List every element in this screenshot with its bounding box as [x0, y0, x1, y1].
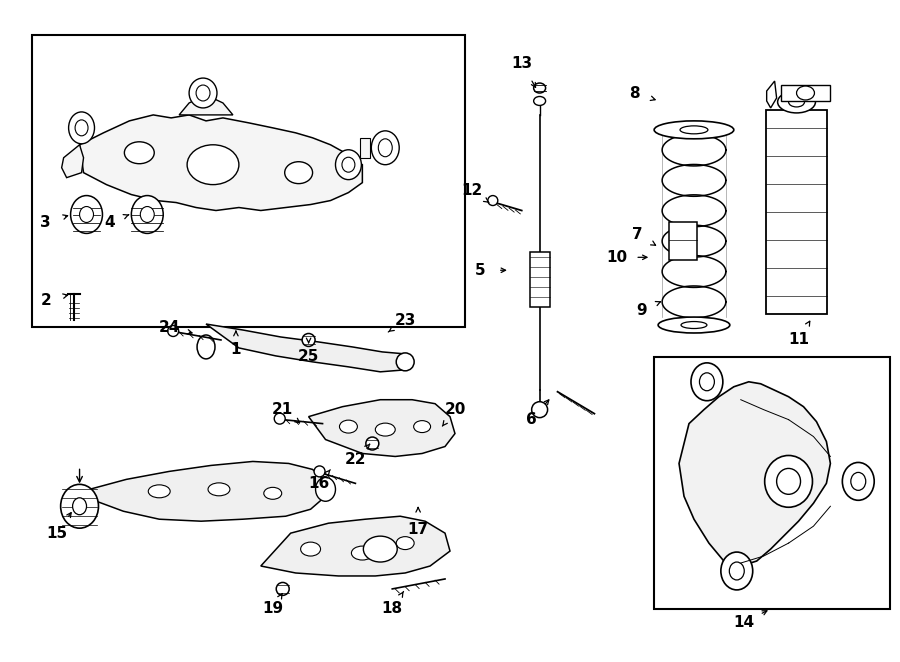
Ellipse shape [301, 542, 320, 556]
Text: 8: 8 [629, 85, 640, 101]
Ellipse shape [197, 335, 215, 359]
Ellipse shape [364, 536, 397, 562]
Polygon shape [261, 516, 450, 576]
Text: 21: 21 [272, 402, 293, 417]
Text: 11: 11 [788, 332, 809, 348]
Ellipse shape [396, 537, 414, 549]
Bar [766, 110, 827, 314]
Bar [32, 35, 465, 327]
Ellipse shape [850, 473, 866, 491]
Ellipse shape [796, 86, 814, 100]
Ellipse shape [375, 423, 395, 436]
Text: 1: 1 [230, 342, 241, 357]
Ellipse shape [274, 413, 285, 424]
Ellipse shape [777, 469, 800, 495]
Ellipse shape [314, 466, 325, 477]
Polygon shape [780, 85, 831, 101]
Text: 14: 14 [734, 615, 754, 630]
Text: 13: 13 [511, 56, 532, 71]
Ellipse shape [336, 150, 362, 179]
Ellipse shape [276, 583, 289, 595]
Polygon shape [179, 95, 233, 115]
Text: 18: 18 [382, 601, 403, 616]
Text: 22: 22 [345, 452, 366, 467]
Polygon shape [79, 115, 363, 211]
Ellipse shape [488, 195, 498, 205]
Polygon shape [360, 138, 370, 158]
Ellipse shape [73, 498, 86, 515]
Ellipse shape [264, 487, 282, 499]
Text: 7: 7 [632, 227, 643, 242]
Ellipse shape [378, 139, 392, 157]
Ellipse shape [366, 437, 379, 450]
Ellipse shape [79, 207, 94, 222]
Text: 20: 20 [445, 402, 465, 417]
Ellipse shape [148, 485, 170, 498]
Polygon shape [206, 324, 405, 372]
Text: 25: 25 [298, 350, 320, 364]
Ellipse shape [842, 463, 874, 500]
Ellipse shape [131, 195, 163, 234]
Ellipse shape [342, 158, 355, 172]
Polygon shape [679, 382, 831, 566]
Ellipse shape [284, 162, 312, 183]
Ellipse shape [778, 91, 815, 113]
Bar [654, 357, 890, 609]
Ellipse shape [534, 97, 545, 105]
Ellipse shape [396, 353, 414, 371]
Ellipse shape [60, 485, 98, 528]
Text: 19: 19 [262, 601, 284, 616]
Ellipse shape [208, 483, 230, 496]
Text: 15: 15 [46, 526, 68, 541]
Polygon shape [309, 400, 455, 457]
Bar [669, 222, 697, 260]
Text: 17: 17 [408, 522, 428, 537]
Text: 4: 4 [104, 215, 114, 230]
Text: 24: 24 [158, 320, 180, 334]
Text: 23: 23 [394, 312, 416, 328]
Ellipse shape [316, 477, 336, 501]
Text: 5: 5 [474, 263, 485, 278]
Ellipse shape [372, 131, 400, 165]
Polygon shape [61, 145, 84, 177]
Ellipse shape [189, 78, 217, 108]
Text: 6: 6 [526, 412, 537, 427]
Ellipse shape [196, 85, 210, 101]
Ellipse shape [654, 121, 733, 139]
Ellipse shape [721, 552, 752, 590]
Ellipse shape [351, 546, 374, 560]
Text: 16: 16 [308, 476, 329, 491]
Text: 10: 10 [607, 250, 628, 265]
Text: 9: 9 [636, 303, 646, 318]
Bar [530, 252, 550, 307]
Polygon shape [89, 461, 326, 521]
Ellipse shape [765, 455, 813, 507]
Ellipse shape [140, 207, 154, 222]
Text: 2: 2 [40, 293, 51, 308]
Text: 3: 3 [40, 215, 51, 230]
Ellipse shape [658, 317, 730, 333]
Ellipse shape [339, 420, 357, 433]
Ellipse shape [729, 562, 744, 580]
Ellipse shape [681, 322, 706, 328]
Ellipse shape [70, 195, 103, 234]
Ellipse shape [699, 373, 715, 391]
Text: 12: 12 [462, 183, 482, 198]
Ellipse shape [788, 97, 805, 107]
Ellipse shape [124, 142, 154, 164]
Ellipse shape [75, 120, 88, 136]
Ellipse shape [532, 402, 547, 418]
Ellipse shape [68, 112, 94, 144]
Ellipse shape [680, 126, 708, 134]
Ellipse shape [302, 334, 315, 346]
Polygon shape [767, 81, 777, 108]
Ellipse shape [534, 83, 545, 93]
Ellipse shape [414, 420, 430, 432]
Ellipse shape [167, 326, 178, 336]
Ellipse shape [187, 145, 238, 185]
Ellipse shape [691, 363, 723, 401]
